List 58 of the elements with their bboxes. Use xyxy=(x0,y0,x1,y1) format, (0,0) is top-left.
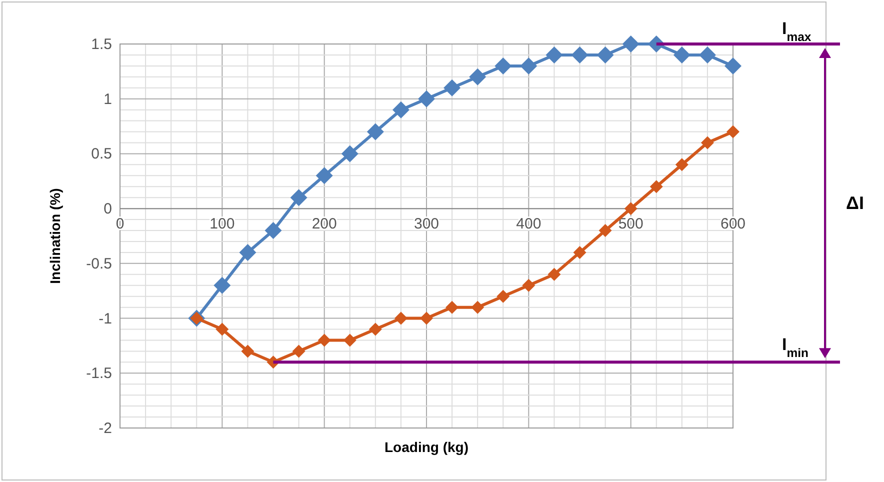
point xyxy=(446,300,459,314)
point xyxy=(522,278,536,292)
x-tick-label: 500 xyxy=(618,216,644,233)
point xyxy=(368,322,382,336)
y-tick-label: -0.5 xyxy=(86,255,112,272)
point xyxy=(366,123,384,140)
y-axis-title: Inclination (%) xyxy=(47,188,63,284)
text: ΔI xyxy=(846,193,864,214)
point xyxy=(316,167,333,184)
point xyxy=(650,180,663,194)
point xyxy=(343,334,356,347)
point xyxy=(571,46,588,64)
ref-line-label: I$_{min}$ xyxy=(782,335,808,360)
point xyxy=(318,334,331,347)
point xyxy=(622,36,640,52)
y-tick-label: -2 xyxy=(98,420,112,437)
ref-line-label: I$_{max}$ xyxy=(782,19,812,44)
point xyxy=(341,145,358,162)
point xyxy=(700,136,714,150)
x-axis-title: Loading (kg) xyxy=(384,439,468,455)
point xyxy=(724,57,742,74)
y-tick-label: 0 xyxy=(104,200,112,218)
x-tick-label: 100 xyxy=(210,216,235,233)
point xyxy=(241,344,254,358)
point xyxy=(214,276,231,294)
point xyxy=(698,46,716,64)
point xyxy=(494,57,512,74)
point xyxy=(420,312,433,325)
x-tick-label: 300 xyxy=(414,216,440,233)
point xyxy=(596,46,614,64)
point xyxy=(394,312,408,325)
point xyxy=(444,79,461,96)
y-tick-label: 0.5 xyxy=(91,146,112,163)
point xyxy=(726,125,740,138)
point xyxy=(239,244,256,261)
point xyxy=(264,222,282,240)
y-tick-label: 1 xyxy=(104,90,112,108)
point xyxy=(624,202,638,216)
point xyxy=(598,224,612,238)
point xyxy=(392,101,410,118)
y-tick-label: -1.5 xyxy=(86,365,112,382)
x-tick-label: 200 xyxy=(312,216,337,233)
point xyxy=(216,322,229,336)
point xyxy=(471,300,484,314)
point xyxy=(496,290,510,303)
point xyxy=(546,46,563,64)
point xyxy=(673,46,690,64)
point xyxy=(675,158,688,172)
point xyxy=(292,344,306,358)
point xyxy=(573,246,586,259)
y-tick-label: 1.5 xyxy=(91,36,112,53)
point xyxy=(290,189,308,206)
x-tick-label: 400 xyxy=(516,216,542,233)
point xyxy=(548,268,561,281)
y-tick-label: -1 xyxy=(98,310,112,328)
point xyxy=(418,90,435,108)
point xyxy=(520,57,538,74)
point xyxy=(469,68,486,86)
